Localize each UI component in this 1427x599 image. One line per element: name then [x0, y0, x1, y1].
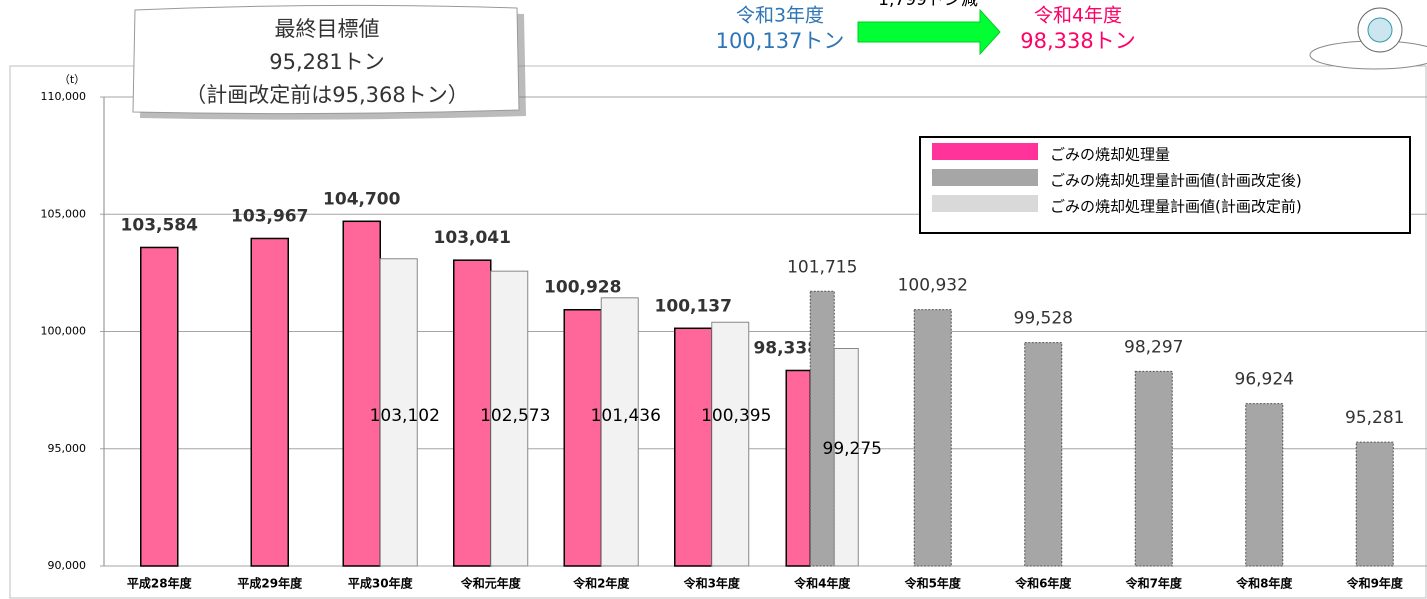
- data-label: 101,715: [787, 257, 857, 277]
- data-label: 100,137: [655, 296, 732, 316]
- to-label: 令和4年度: [1034, 5, 1122, 27]
- from-value: 100,137トン: [716, 29, 845, 53]
- data-label: 102,573: [480, 406, 550, 426]
- x-tick-label: 令和元年度: [460, 576, 522, 591]
- y-tick-label: 100,000: [41, 325, 87, 338]
- data-label: 99,528: [1014, 309, 1073, 329]
- bar: [1245, 403, 1284, 567]
- bar: [140, 246, 179, 567]
- data-label: 100,395: [701, 406, 771, 426]
- data-label: 98,338: [753, 338, 819, 358]
- legend-label: ごみの焼却処理量: [1050, 146, 1170, 164]
- x-tick-label: 令和7年度: [1125, 576, 1183, 591]
- x-tick-label: 令和6年度: [1014, 576, 1072, 591]
- data-label: 103,041: [434, 228, 511, 248]
- target-note: （計画改定前は95,368トン）: [185, 83, 468, 107]
- bar: [490, 270, 529, 567]
- to-value: 98,338トン: [1020, 29, 1135, 53]
- legend-label: ごみの焼却処理量計画値(計画改定前): [1050, 198, 1302, 216]
- data-label: 103,584: [121, 215, 199, 235]
- x-tick-label: 平成29年度: [237, 576, 303, 591]
- x-tick-label: 平成30年度: [348, 576, 414, 591]
- change-annotation: 令和3年度 100,137トン 1,799トン減 令和4年度 98,338トン: [716, 0, 1136, 56]
- data-label: 96,924: [1235, 370, 1294, 390]
- bar: [913, 309, 952, 567]
- data-label: 101,436: [591, 406, 661, 426]
- from-label: 令和3年度: [736, 5, 824, 27]
- bar: [453, 259, 492, 567]
- bar: [809, 290, 835, 567]
- bar: [674, 327, 713, 567]
- plot: 90,000 95,000 100,000 105,000 110,000 平成28年度 1…: [41, 90, 1427, 591]
- callout-box: [132, 4, 520, 115]
- legend-swatch: [932, 195, 1038, 212]
- x-tick-label: 令和2年度: [572, 576, 630, 591]
- bar: [785, 369, 811, 567]
- x-tick-label: 平成28年度: [127, 576, 193, 591]
- legend-label: ごみの焼却処理量計画値(計画改定後): [1050, 172, 1302, 190]
- data-label: 100,932: [898, 276, 968, 296]
- legend-swatch: [932, 143, 1038, 160]
- data-label: 100,928: [544, 278, 621, 298]
- arrow: [857, 8, 1001, 56]
- bar: [600, 297, 639, 567]
- y-unit: （t）: [59, 73, 85, 86]
- data-label: 103,967: [231, 206, 308, 226]
- bar: [1024, 342, 1063, 567]
- data-label: 104,700: [323, 189, 401, 209]
- data-label: 103,102: [370, 406, 440, 426]
- target-title: 最終目標値: [275, 17, 380, 41]
- data-label: 95,281: [1345, 408, 1404, 428]
- x-tick-label: 令和5年度: [904, 576, 962, 591]
- bar: [1134, 370, 1173, 567]
- bar: [379, 258, 418, 567]
- x-tick-label: 令和8年度: [1235, 576, 1293, 591]
- x-tick-label: 令和9年度: [1346, 576, 1404, 591]
- bar: [342, 220, 381, 567]
- x-tick-label: 令和3年度: [683, 576, 741, 591]
- mascot: [1309, 7, 1427, 70]
- data-label: 98,297: [1124, 337, 1183, 357]
- bar: [250, 237, 289, 567]
- y-tick-label: 90,000: [48, 559, 87, 572]
- bar: [711, 321, 750, 567]
- mascot-face: [1367, 17, 1393, 43]
- change-label: 1,799トン減: [878, 0, 978, 10]
- target-value: 95,281トン: [269, 50, 384, 74]
- bar: [563, 308, 602, 567]
- y-tick-label: 95,000: [48, 442, 87, 455]
- data-label: 99,275: [823, 439, 882, 459]
- y-tick-label: 110,000: [41, 90, 87, 103]
- bar: [833, 348, 859, 567]
- y-tick-label: 105,000: [41, 207, 87, 220]
- x-tick-label: 令和4年度: [793, 576, 851, 591]
- legend-swatch: [932, 169, 1038, 186]
- target-callout: 最終目標値 95,281トン （計画改定前は95,368トン）: [132, 4, 526, 120]
- bar: [1355, 441, 1394, 567]
